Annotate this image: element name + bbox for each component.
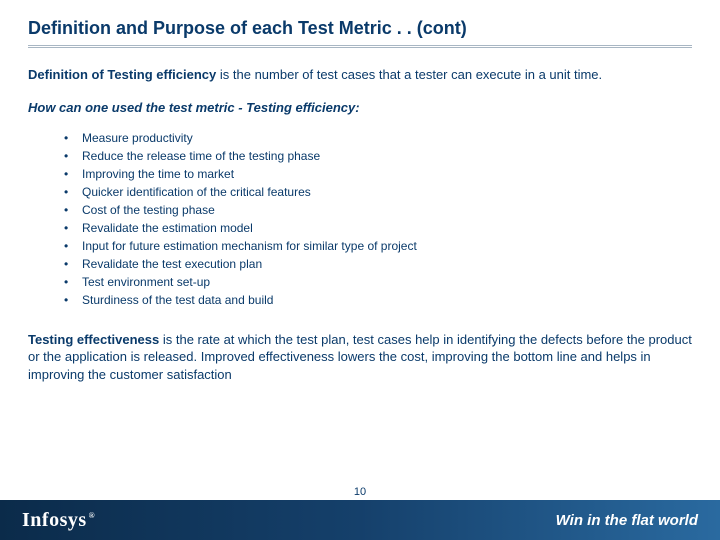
title-divider <box>28 45 692 48</box>
company-logo: Infosys® <box>22 509 95 532</box>
list-item: Sturdiness of the test data and build <box>64 291 692 309</box>
content-area: Definition and Purpose of each Test Metr… <box>0 0 720 500</box>
bullet-list: Measure productivity Reduce the release … <box>64 129 692 309</box>
logo-text: Infosys <box>22 509 87 532</box>
list-item: Quicker identification of the critical f… <box>64 183 692 201</box>
list-item: Revalidate the test execution plan <box>64 255 692 273</box>
subheading: How can one used the test metric - Testi… <box>28 100 692 115</box>
definition-tail: is the number of test cases that a teste… <box>216 67 602 82</box>
registered-icon: ® <box>89 511 95 520</box>
list-item: Measure productivity <box>64 129 692 147</box>
footer-bar: 10 Infosys® Win in the flat world <box>0 500 720 540</box>
effectiveness-lead: Testing effectiveness <box>28 332 159 347</box>
list-item: Reduce the release time of the testing p… <box>64 147 692 165</box>
effectiveness-paragraph: Testing effectiveness is the rate at whi… <box>28 331 692 384</box>
slide-title: Definition and Purpose of each Test Metr… <box>28 18 692 45</box>
tagline: Win in the flat world <box>556 512 698 529</box>
list-item: Test environment set-up <box>64 273 692 291</box>
definition-lead: Definition of Testing efficiency <box>28 67 216 82</box>
page-number: 10 <box>354 486 366 498</box>
list-item: Revalidate the estimation model <box>64 219 692 237</box>
definition-paragraph: Definition of Testing efficiency is the … <box>28 66 692 84</box>
slide: Definition and Purpose of each Test Metr… <box>0 0 720 540</box>
list-item: Improving the time to market <box>64 165 692 183</box>
list-item: Input for future estimation mechanism fo… <box>64 237 692 255</box>
list-item: Cost of the testing phase <box>64 201 692 219</box>
